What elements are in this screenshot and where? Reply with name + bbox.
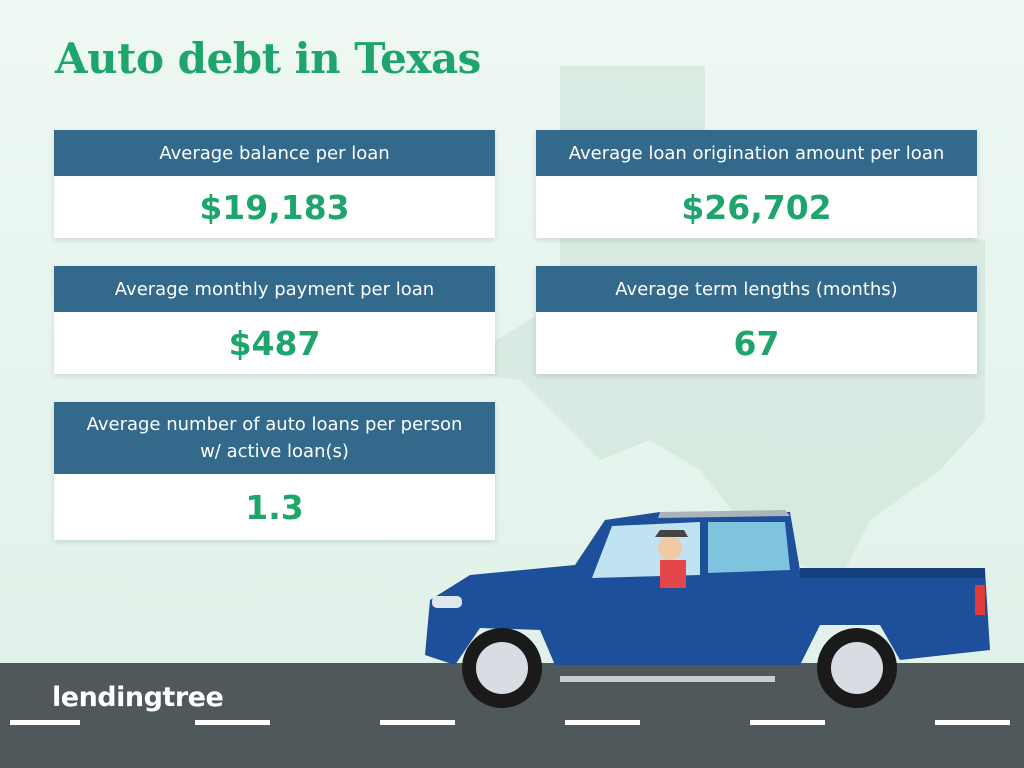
card-header: Average monthly payment per loan [54,266,495,312]
stat-card: Average loan origination amount per loan… [536,130,977,238]
stat-card: Average number of auto loans per person w… [54,402,495,540]
title: Auto debt in Texas [55,34,481,83]
card-label: w/ active loan(s) [200,441,349,462]
card-label: Average loan origination amount per loan [568,142,945,164]
card-value: $19,183 [54,176,495,238]
card-header: Average number of auto loans per person w… [54,402,495,474]
card-value: 1.3 [54,474,495,540]
card-header: Average term lengths (months) [536,266,977,312]
logo: lendingtree [52,682,224,713]
card-label: Average term lengths (months) [615,278,898,300]
pickup-truck [425,510,990,708]
card-header: Average balance per loan [54,130,495,176]
stat-card: Average balance per loan $19,183 [54,130,495,238]
card-header: Average loan origination amount per loan [536,130,977,176]
card-value: $487 [54,312,495,374]
card-label: Average monthly payment per loan [114,278,435,300]
stat-card: Average term lengths (months) 67 [536,266,977,374]
card-value: $26,702 [536,176,977,238]
stat-card: Average monthly payment per loan $487 [54,266,495,374]
card-label: Average number of auto loans per person [86,414,463,435]
card-label: Average balance per loan [159,142,390,164]
road-dashes [10,720,1010,725]
card-value: 67 [536,312,977,374]
